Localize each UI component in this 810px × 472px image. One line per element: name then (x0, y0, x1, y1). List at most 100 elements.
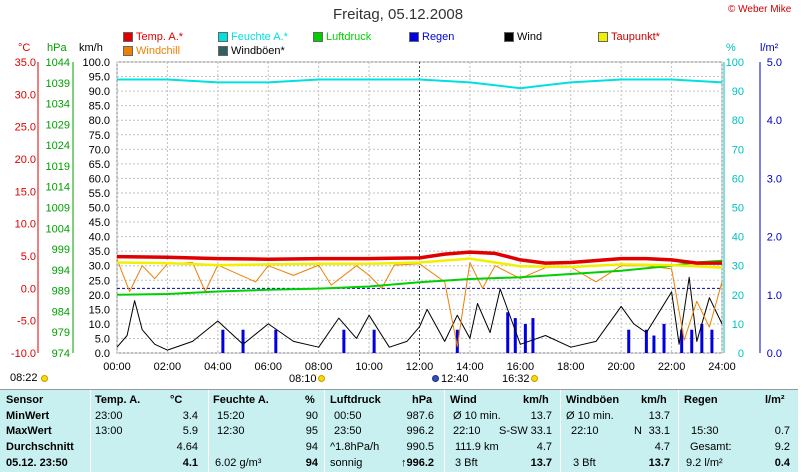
dewpoint-line (116, 257, 723, 269)
humidity-tick-label: 80 (732, 115, 744, 127)
legend-swatch (504, 32, 514, 42)
pressure-unit: hPa (412, 394, 433, 406)
rain-max-time: 15:30 (691, 425, 719, 437)
temp-tick-label: 25.0 (15, 122, 36, 134)
pressure-max-value: 996.2 (406, 425, 434, 437)
legend-swatch (218, 46, 228, 56)
sunset-icon (531, 375, 538, 382)
wind-tick-label: 35.0 (89, 246, 110, 258)
row-label-sensor: Sensor (6, 394, 44, 406)
legend-swatch (123, 46, 133, 56)
humidity-tick-label: 90 (732, 86, 744, 98)
wind-axis-unit: km/h (79, 42, 103, 54)
pressure-avg-value: 990.5 (406, 441, 434, 453)
rain-bar (372, 329, 376, 353)
legend-item: Wind (504, 31, 542, 43)
legend-label: Windchill (136, 45, 181, 57)
pressure-tick-label: 1029 (46, 119, 70, 131)
rain-bar (513, 318, 517, 353)
wind-tick-label: 55.0 (89, 188, 110, 200)
wind-tick-label: 100.0 (82, 57, 110, 69)
humidity-max-value: 95 (305, 425, 318, 437)
temp-min-time: 23:00 (95, 410, 123, 422)
legend-swatch (598, 32, 608, 42)
legend-swatch (218, 32, 228, 42)
wind-current-value: 13.7 (530, 457, 552, 469)
wind-tick-label: 65.0 (89, 159, 110, 171)
humidity-tick-label: 30 (732, 261, 744, 273)
temp-tick-label: 35.0 (15, 57, 36, 69)
temp-unit: °C (170, 394, 183, 406)
gust-max-direction: N (634, 425, 642, 437)
wind-tick-label: 10.0 (89, 319, 110, 331)
temp-tick-label: 15.0 (15, 186, 36, 198)
wind-tick-label: 95.0 (89, 72, 110, 84)
wind-tick-label: 80.0 (89, 115, 110, 127)
legend-swatch (409, 32, 419, 42)
gust-max-time: 22:10 (571, 425, 599, 437)
sunrise-icon (41, 375, 48, 382)
rain-bar (680, 329, 684, 353)
rain-bar (241, 329, 245, 353)
wind-beaufort: 3 Bft (455, 457, 478, 469)
humidity-avg-value: 94 (305, 441, 318, 453)
wind-tick-label: 25.0 (89, 275, 110, 287)
pressure-tick-label: 1039 (46, 78, 70, 90)
legend-label: Windböen* (231, 45, 285, 57)
pressure-forecast: sonnig (330, 457, 363, 469)
temp-max-value: 5.9 (182, 425, 198, 437)
time-tick-label: 00:00 (103, 361, 131, 373)
gust-10min-value: 13.7 (648, 410, 670, 422)
legend-label: Taupunkt* (611, 31, 660, 43)
wind-tick-label: 75.0 (89, 130, 110, 142)
legend-label: Feuchte A.* (231, 31, 288, 43)
time-tick-label: 24:00 (708, 361, 736, 373)
wind-max-time: 22:10 (453, 425, 481, 437)
legend-label: Wind (517, 31, 543, 43)
wind-tick-label: 40.0 (89, 232, 110, 244)
rain-bar (644, 329, 648, 353)
temp-max-time: 13:00 (95, 425, 123, 437)
humidity-tick-label: 70 (732, 144, 744, 156)
pressure-tick-label: 974 (52, 348, 70, 360)
row-label-avg: Durchschnitt (6, 441, 74, 453)
gust-beaufort: 3 Bft (573, 457, 596, 469)
temp-tick-label: 5.0 (21, 251, 36, 263)
gust-unit: km/h (641, 394, 667, 406)
noon-icon (432, 375, 439, 382)
pressure-tick-label: 1004 (46, 223, 70, 235)
legend-swatch (123, 32, 133, 42)
legend-label: Luftdruck (326, 31, 372, 43)
humidity-min-time: 15:20 (217, 410, 245, 422)
pressure-tick-label: 994 (52, 265, 70, 277)
row-label-max: MaxWert (6, 425, 52, 437)
row-label-min: MinWert (6, 410, 50, 422)
chart-title: Freitag, 05.12.2008 (333, 6, 464, 23)
pressure-max-time: 23:50 (334, 425, 362, 437)
credit-link[interactable]: © Weber Mike (728, 4, 792, 15)
rain-current-value: 0.4 (774, 457, 790, 469)
pressure-min-time: 00:50 (334, 410, 362, 422)
rain-max-value: 0.7 (774, 425, 790, 437)
pressure-trend: ^1.8hPa/h (330, 441, 380, 453)
wind-tick-label: 85.0 (89, 101, 110, 113)
humidity-tick-label: 10 (732, 319, 744, 331)
sun-icon (318, 375, 325, 382)
rain-bar (710, 329, 714, 353)
rain-bar (690, 329, 694, 353)
rain-bar (531, 318, 535, 353)
rain-tick-label: 5.0 (767, 57, 782, 69)
pressure-current-value: ↑996.2 (400, 457, 434, 469)
temp-tick-label: 30.0 (15, 89, 36, 101)
rain-tick-label: 2.0 (767, 232, 782, 244)
time-tick-label: 02:00 (154, 361, 182, 373)
pressure-min-value: 987.6 (406, 410, 434, 422)
temp-tick-label: 0.0 (21, 283, 36, 295)
temp-avg-value: 4.64 (176, 441, 198, 453)
time-tick-label: 04:00 (204, 361, 232, 373)
noon-time: 12:40 (441, 373, 469, 385)
pressure-axis-unit: hPa (47, 42, 67, 54)
rain-tick-label: 0.0 (767, 348, 782, 360)
pressure-tick-label: 1019 (46, 161, 70, 173)
rain-bar (652, 335, 656, 353)
